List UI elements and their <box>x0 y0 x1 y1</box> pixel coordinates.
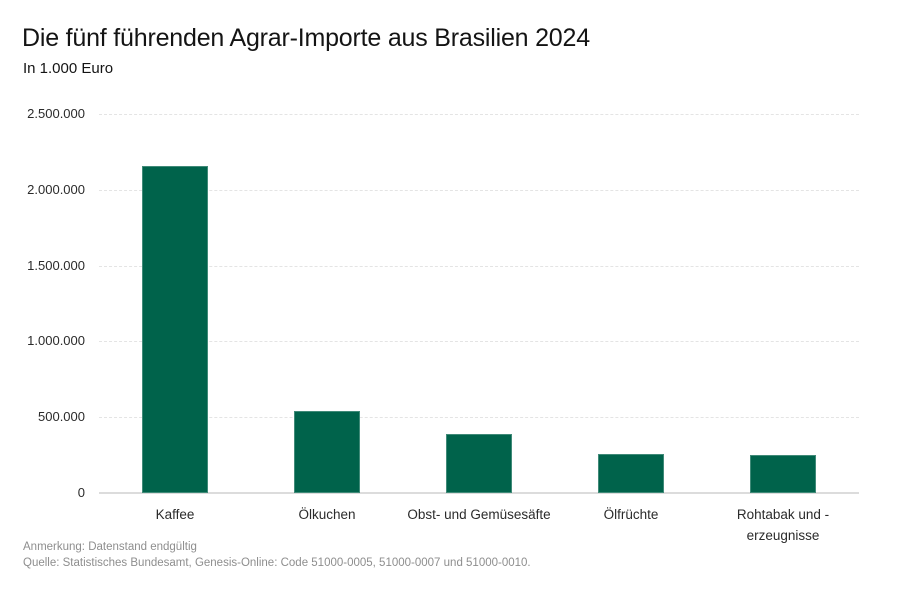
x-tick-label: Ölfrüchte <box>603 507 659 522</box>
bar-oelkuchen <box>294 411 360 493</box>
bar-rohtabak-und-erzeugnisse <box>750 454 816 493</box>
footer: Anmerkung: Datenstand endgültig Quelle: … <box>23 540 531 571</box>
gridline <box>99 265 859 267</box>
gridline <box>99 341 859 343</box>
y-tick-label: 500.000 <box>38 409 85 425</box>
y-tick-label: 2.500.000 <box>27 106 85 121</box>
bar-oelfruechte <box>598 453 664 493</box>
y-tick-label: 2.000.000 <box>27 181 85 197</box>
bar-kaffee <box>142 165 208 493</box>
x-tick-label: Ölkuchen <box>298 507 356 522</box>
chart-title: Die fünf führenden Agrar-Importe aus Bra… <box>22 24 590 52</box>
x-tick-label: Kaffee <box>155 507 195 522</box>
y-tick-label: 1.000.000 <box>27 333 85 349</box>
plot-area <box>99 114 859 494</box>
bar-obst-und-gemuesesaefte <box>446 434 512 493</box>
y-tick-label: 0 <box>77 485 85 500</box>
x-tick-label: Rohtabak und - erzeugnisse <box>736 507 830 543</box>
source-text: Quelle: Statistisches Bundesamt, Genesis… <box>23 556 531 569</box>
chart-subtitle: In 1.000 Euro <box>23 60 114 77</box>
note-text: Anmerkung: Datenstand endgültig <box>23 541 197 553</box>
gridline <box>99 417 859 419</box>
x-tick-label: Obst- und Gemüsesäfte <box>407 507 551 522</box>
x-axis-line <box>99 492 859 494</box>
gridline <box>99 189 859 191</box>
gridline <box>99 114 859 115</box>
y-tick-label: 1.500.000 <box>27 257 85 273</box>
